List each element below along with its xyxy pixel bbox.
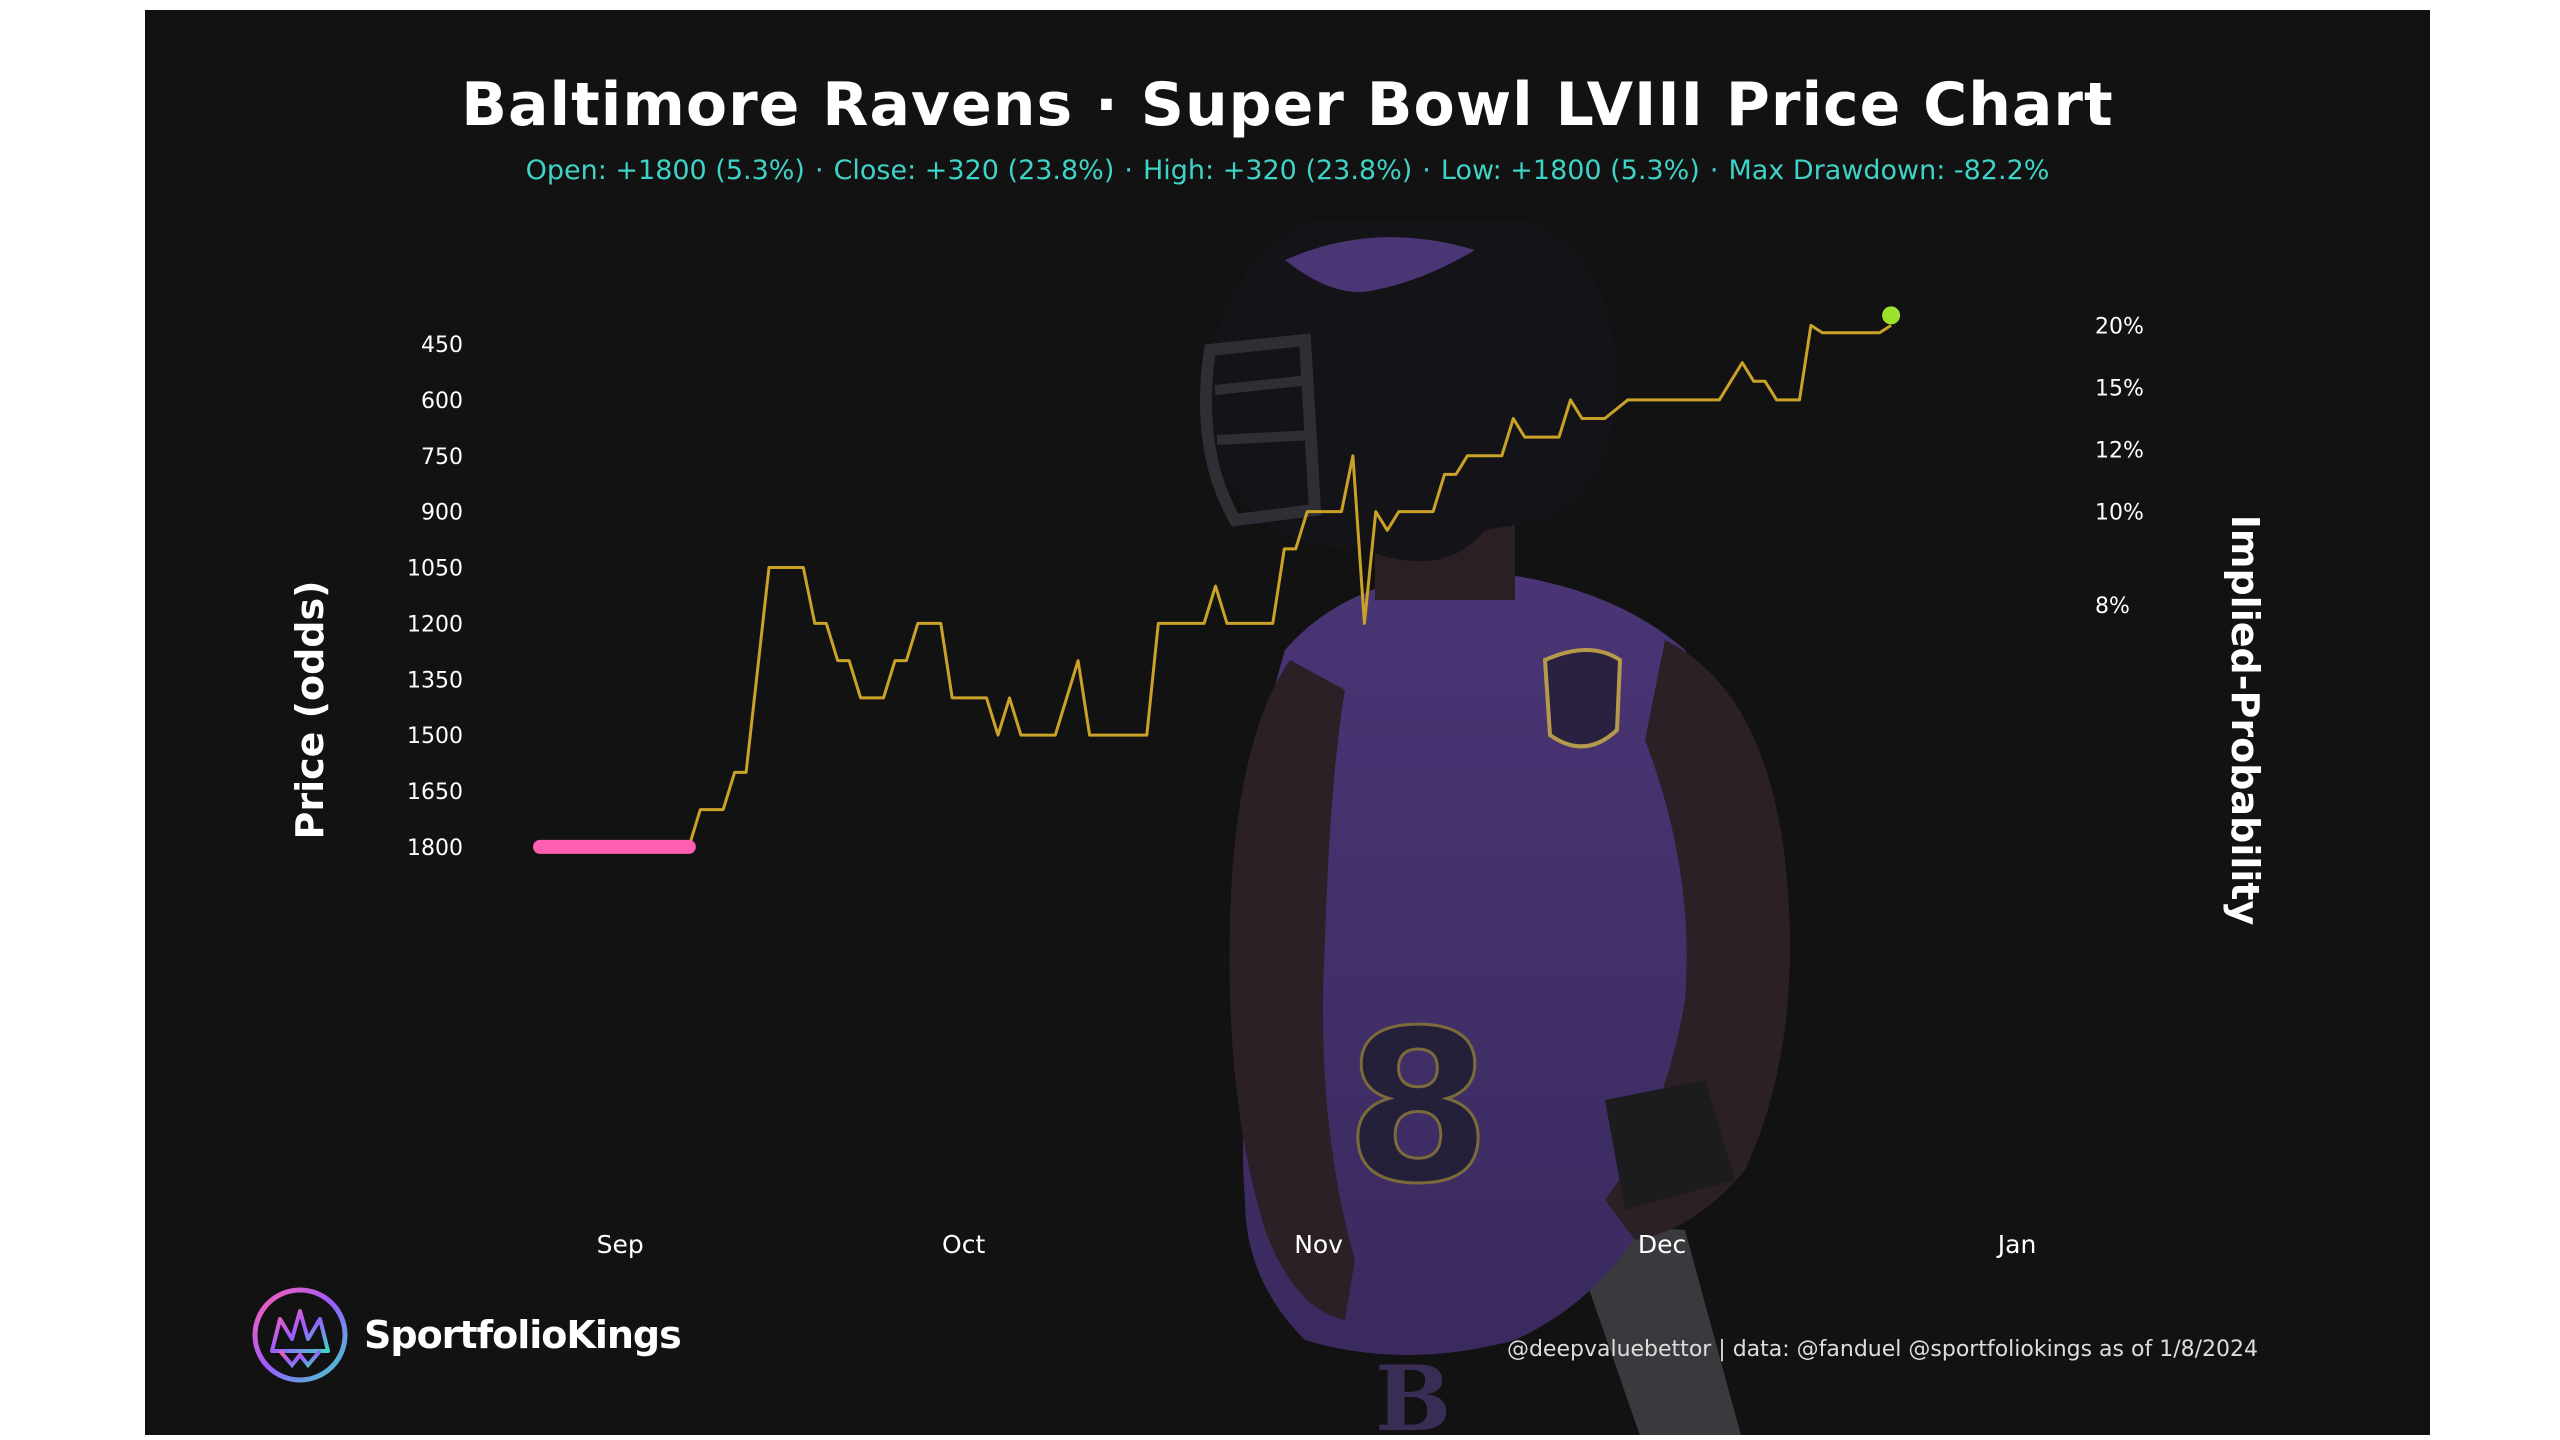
stat-open: Open: +1800 (5.3%) <box>525 155 805 186</box>
stat-separator: · <box>814 155 824 186</box>
chart-subtitle: Open: +1800 (5.3%) · Close: +320 (23.8%) · H… <box>145 155 2430 186</box>
y-tick-label-right: 12% <box>2095 438 2144 463</box>
chart-title: Baltimore Ravens · Super Bowl LVIII Pric… <box>461 70 2114 140</box>
x-tick-label: Nov <box>1294 1230 1343 1259</box>
stat-high: High: +320 (23.8%) <box>1142 155 1413 186</box>
price-series-line <box>540 323 1892 849</box>
x-tick-label: Jan <box>1996 1230 2037 1259</box>
stat-separator: · <box>1422 155 1431 186</box>
y-tick-label-right: 10% <box>2095 501 2144 526</box>
y-tick-label-left: 900 <box>421 501 463 526</box>
stat-low: Low: +1800 (5.3%) <box>1440 155 1700 186</box>
stat-separator: · <box>1124 155 1133 186</box>
y-tick-label-left: 1200 <box>407 612 463 637</box>
y-tick-label-left: 750 <box>421 445 463 470</box>
crown-icon <box>252 1287 348 1383</box>
y-tick-label-right: 20% <box>2095 314 2144 339</box>
y-tick-label-left: 450 <box>421 333 463 358</box>
x-tick-label: Dec <box>1638 1230 1686 1259</box>
stat-close: Close: +320 (23.8%) <box>833 155 1115 186</box>
y-tick-label-left: 1350 <box>407 668 463 693</box>
y-tick-label-left: 600 <box>421 389 463 414</box>
x-tick-label: Sep <box>597 1230 644 1259</box>
latest-price-marker <box>1882 306 1901 325</box>
y-tick-label-left: 1800 <box>407 836 463 861</box>
price-chart: 450 600 750 900 1050 1200 1350 1500 1650 1800 20% 1… <box>407 306 2144 1259</box>
stat-separator: · <box>1709 155 1719 186</box>
y-tick-label-right: 15% <box>2095 377 2144 402</box>
y-tick-label-left: 1650 <box>407 780 463 805</box>
chart-card: 8 B Baltimore Ravens · Super Bowl LVIII … <box>145 10 2430 1435</box>
y-tick-label-left: 1050 <box>407 557 463 582</box>
stat-max-drawdown: Max Drawdown: -82.2% <box>1728 155 2050 186</box>
y-tick-label-right: 8% <box>2095 594 2130 619</box>
y-tick-label-left: 1500 <box>407 724 463 749</box>
brand-name: SportfolioKings <box>364 1313 682 1357</box>
brand-logo: SportfolioKings <box>250 1285 682 1385</box>
footer-credit: @deepvaluebettor | data: @fanduel @sport… <box>1506 1337 2258 1362</box>
x-tick-label: Oct <box>942 1230 985 1259</box>
